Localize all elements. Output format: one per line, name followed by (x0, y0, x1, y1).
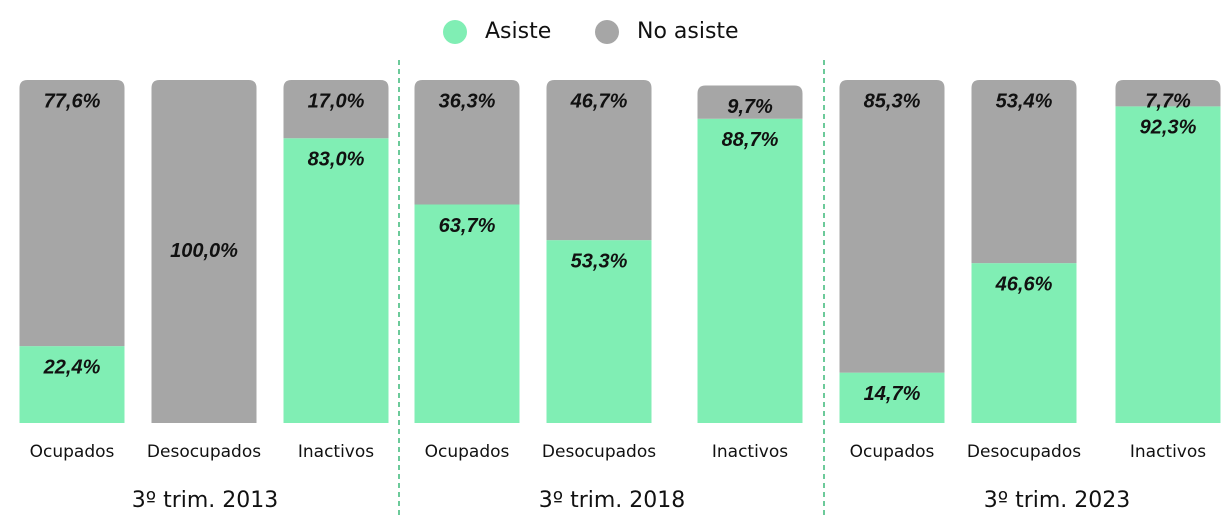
x-tick-label: Inactivos (712, 442, 788, 462)
legend-label: Asiste (485, 19, 551, 44)
legend-swatch (443, 20, 467, 44)
value-label: 77,6% (44, 90, 101, 112)
value-label: 17,0% (308, 90, 365, 112)
x-tick-label: Inactivos (298, 442, 374, 462)
group-label: 3º trim. 2018 (539, 488, 686, 513)
bar-segment (414, 204, 520, 423)
value-label: 22,4% (43, 356, 101, 378)
x-tick-label: Inactivos (1130, 442, 1206, 462)
value-label: 14,7% (864, 383, 921, 405)
bar-segment (971, 263, 1077, 423)
bar-segment (283, 80, 389, 139)
value-label: 63,7% (439, 215, 496, 237)
value-label: 53,4% (996, 90, 1053, 112)
value-label: 9,7% (727, 96, 773, 118)
bar-segment (546, 240, 652, 423)
bar-segment (839, 372, 945, 423)
value-label: 88,7% (722, 129, 779, 151)
value-label: 7,7% (1145, 90, 1191, 112)
value-label: 85,3% (864, 90, 921, 112)
value-label: 46,6% (995, 273, 1053, 295)
bar-segment (971, 80, 1077, 264)
value-label: 36,3% (439, 90, 496, 112)
group-label: 3º trim. 2013 (132, 488, 279, 513)
x-tick-label: Ocupados (30, 442, 115, 462)
bar-segment (1115, 80, 1221, 107)
bar-segment (1115, 106, 1221, 423)
x-tick-label: Desocupados (542, 442, 656, 462)
value-label: 100,0% (170, 240, 238, 262)
bar-segment (19, 80, 125, 347)
bar-segment (283, 138, 389, 423)
bar-segment (19, 346, 125, 423)
x-tick-label: Desocupados (967, 442, 1081, 462)
value-label: 92,3% (1140, 117, 1197, 139)
bar-segment (839, 80, 945, 373)
bar-segment (697, 118, 803, 423)
value-label: 53,3% (571, 250, 628, 272)
bar-segment (697, 85, 803, 119)
value-label: 46,7% (570, 90, 628, 112)
x-tick-label: Desocupados (147, 442, 261, 462)
legend-label: No asiste (637, 19, 739, 44)
value-label: 83,0% (308, 149, 365, 171)
x-tick-label: Ocupados (425, 442, 510, 462)
bar-segment (414, 80, 520, 205)
bar-segment (151, 80, 257, 423)
x-tick-label: Ocupados (850, 442, 935, 462)
group-label: 3º trim. 2023 (984, 488, 1131, 513)
bar-segment (546, 80, 652, 241)
legend-swatch (595, 20, 619, 44)
